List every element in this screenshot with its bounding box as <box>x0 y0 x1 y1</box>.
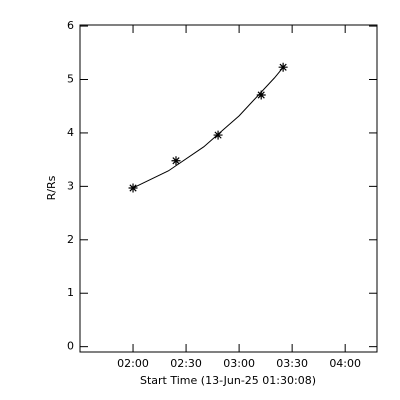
x-tick-label: 04:00 <box>329 357 361 370</box>
x-tick-label: 03:30 <box>276 357 308 370</box>
y-tick-label: 2 <box>67 233 74 246</box>
plot-frame <box>79 24 378 353</box>
x-tick-label: 03:00 <box>223 357 255 370</box>
data-point <box>256 90 266 100</box>
fit-line <box>132 66 284 189</box>
y-tick-label: 0 <box>67 340 74 353</box>
y-tick-label: 5 <box>67 73 74 86</box>
x-tick-label: 02:30 <box>170 357 202 370</box>
data-point <box>213 130 223 140</box>
y-tick-label: 3 <box>67 179 74 192</box>
y-tick-label: 1 <box>67 286 74 299</box>
y-axis-label: R/Rs <box>45 175 58 200</box>
x-axis-label: Start Time (13-Jun-25 01:30:08) <box>140 374 316 387</box>
data-point <box>171 156 181 166</box>
y-tick-label: 6 <box>67 19 74 32</box>
x-tick-label: 02:00 <box>117 357 149 370</box>
y-tick-label: 4 <box>67 126 74 139</box>
